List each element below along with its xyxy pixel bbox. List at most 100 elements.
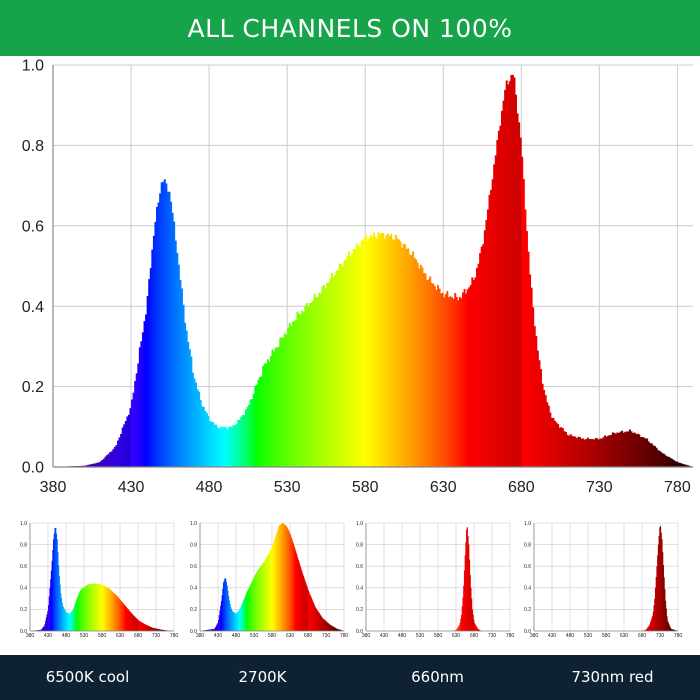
mini2-spectrum-strip xyxy=(287,528,289,631)
main-spectrum-strip xyxy=(357,245,360,467)
mini1-spectrum-strip xyxy=(163,629,165,631)
mini4-spectrum-strip xyxy=(665,600,667,631)
main-spectrum-strip xyxy=(672,459,675,467)
main-spectrum-strip xyxy=(354,249,357,467)
main-spectrum-strip xyxy=(141,332,144,467)
main-spectrum-strip xyxy=(499,125,502,467)
mini1-spectrum-strip xyxy=(61,602,63,631)
main-spectrum-strip xyxy=(173,221,176,467)
main-spectrum-strip xyxy=(312,300,315,467)
mini2-spectrum-strip xyxy=(255,573,257,631)
mini2-spectrum-strip xyxy=(311,599,313,631)
mini2-spectrum-strip xyxy=(336,628,338,631)
mini2-spectrum-strip xyxy=(281,523,283,631)
main-y-tick-label-0: 0.0 xyxy=(22,460,44,477)
main-spectrum-strip xyxy=(621,430,624,467)
mini4-spectrum-strip xyxy=(645,629,647,631)
main-spectrum-strip xyxy=(337,270,340,467)
mini3-y-tick-label-1: 0.2 xyxy=(356,607,363,613)
mini1-spectrum-strip xyxy=(112,592,114,631)
main-spectrum-strip xyxy=(268,361,271,467)
mini4-x-tick-label-6: 680 xyxy=(638,633,647,637)
main-spectrum-strip xyxy=(557,424,560,467)
main-spectrum-strip xyxy=(624,431,627,467)
mini2-spectrum-strip xyxy=(317,611,319,631)
main-x-tick-label-3: 530 xyxy=(274,479,301,496)
mini1-spectrum-strip xyxy=(89,584,91,631)
main-spectrum-strip xyxy=(106,455,109,467)
main-spectrum-strip xyxy=(678,462,681,467)
mini1-spectrum-strip xyxy=(39,630,41,631)
main-spectrum-strip xyxy=(126,416,129,467)
main-spectrum-strip xyxy=(677,462,680,467)
mini2-spectrum-strip xyxy=(219,610,221,631)
mini1-spectrum-strip xyxy=(114,593,116,631)
main-spectrum-strip xyxy=(408,254,411,467)
mini3-spectrum-strip xyxy=(472,614,474,631)
mini2-spectrum-strip xyxy=(336,628,338,631)
mini2-spectrum-strip xyxy=(295,552,297,631)
mini1-spectrum-strip xyxy=(108,588,110,631)
mini1-spectrum-strip xyxy=(100,584,102,631)
mini3-spectrum-strip xyxy=(463,570,466,631)
chart-title: ALL CHANNELS ON 100% xyxy=(187,13,513,43)
main-spectrum-strip xyxy=(541,383,544,467)
main-spectrum-strip xyxy=(461,292,464,467)
mini2-spectrum-strip xyxy=(243,598,246,631)
main-spectrum-strip xyxy=(427,279,430,467)
mini2-spectrum-strip xyxy=(218,615,220,631)
mini1-x-tick-label-6: 680 xyxy=(134,633,143,637)
mini1-spectrum-strip xyxy=(152,627,154,631)
mini1-spectrum-strip xyxy=(53,539,55,631)
chart-title-banner: ALL CHANNELS ON 100% xyxy=(0,0,700,56)
main-spectrum-strip xyxy=(201,406,204,467)
main-spectrum-strip xyxy=(220,426,222,467)
mini3-spectrum-strip xyxy=(474,623,476,631)
mini1-spectrum-strip xyxy=(150,627,153,631)
mini1-spectrum-strip xyxy=(106,587,108,631)
mini1-spectrum-strip xyxy=(81,588,83,631)
mini1-spectrum-strip xyxy=(126,607,128,631)
main-spectrum-strip xyxy=(413,257,416,467)
mini2-spectrum-strip xyxy=(292,543,294,631)
main-spectrum-strip xyxy=(522,179,525,468)
main-spectrum-strip xyxy=(365,235,368,467)
main-spectrum-strip xyxy=(193,378,196,467)
mini2-spectrum-strip xyxy=(328,623,330,631)
mini1-spectrum-strip xyxy=(139,621,141,631)
main-spectrum-strip xyxy=(416,262,419,467)
mini1-spectrum-strip xyxy=(63,608,65,631)
mini2-spectrum-strip xyxy=(340,630,342,631)
mini1-spectrum-strip xyxy=(131,613,133,631)
mini3-spectrum-strip xyxy=(461,614,463,631)
main-x-tick-label-1: 430 xyxy=(118,479,145,496)
main-spectrum-strip xyxy=(397,239,400,467)
mini2-spectrum-strip xyxy=(209,629,211,631)
mini4-spectrum-strip xyxy=(658,535,660,631)
main-spectrum-strip xyxy=(675,461,678,467)
main-spectrum-strip xyxy=(647,441,650,467)
main-spectrum-strip xyxy=(104,456,107,467)
mini1-spectrum-strip xyxy=(97,583,99,631)
mini1-spectrum-strip xyxy=(60,597,63,631)
mini2-spectrum-strip xyxy=(207,629,210,631)
main-spectrum-strip xyxy=(664,455,667,467)
mini2-spectrum-strip xyxy=(246,591,248,631)
main-spectrum-strip xyxy=(529,274,532,467)
mini2-spectrum-strip xyxy=(282,523,284,631)
mini1-spectrum-strip xyxy=(41,628,43,631)
mini1-spectrum-strip xyxy=(145,625,148,631)
main-spectrum-strip xyxy=(377,232,380,467)
mini1-spectrum-strip xyxy=(107,587,109,631)
mini1-spectrum-strip xyxy=(120,600,122,631)
main-spectrum-strip xyxy=(205,413,208,467)
mini2-spectrum-strip xyxy=(213,628,215,631)
mini2-spectrum-strip xyxy=(327,622,329,631)
mini2-spectrum-strip xyxy=(226,585,228,631)
mini1-spectrum-strip xyxy=(86,585,88,631)
main-spectrum-strip xyxy=(465,293,468,467)
main-x-tick-label-0: 380 xyxy=(40,479,67,496)
mini1-spectrum-strip xyxy=(49,587,51,631)
main-spectrum-strip xyxy=(343,260,346,467)
mini2-spectrum-strip xyxy=(333,627,336,631)
